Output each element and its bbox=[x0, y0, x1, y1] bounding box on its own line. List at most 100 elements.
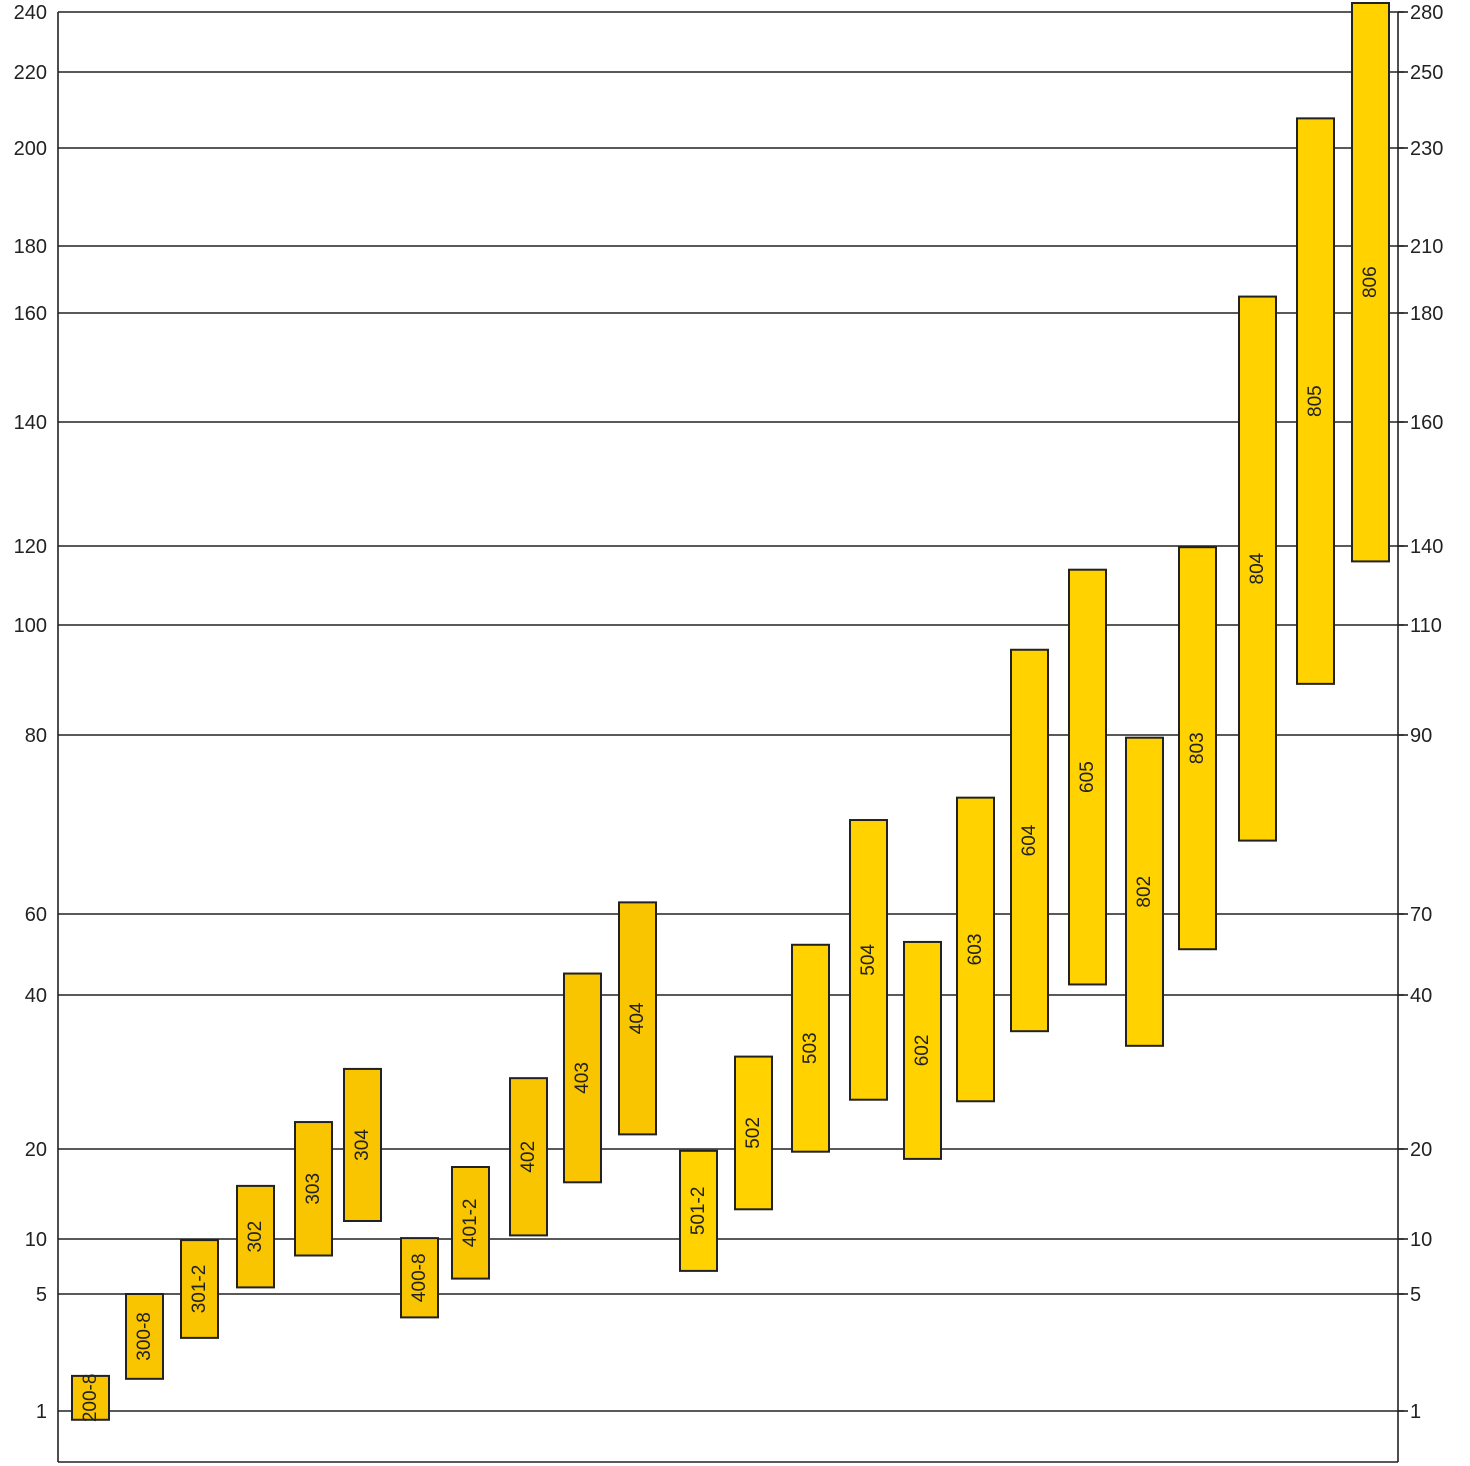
bar-label: 806 bbox=[1360, 266, 1381, 298]
bar-label: 503 bbox=[800, 1032, 821, 1064]
bar-label: 304 bbox=[352, 1129, 373, 1161]
left-tick-label: 240 bbox=[14, 2, 47, 24]
bar-label: 602 bbox=[912, 1035, 933, 1067]
bar-rect bbox=[1296, 117, 1335, 685]
bar-rect bbox=[294, 1121, 333, 1257]
bar-label: 403 bbox=[572, 1062, 593, 1094]
left-axis: 240 220 200 180 160 140 120 100 80 60 40 20 10 5 1 bbox=[14, 2, 47, 1423]
left-tick-label: 40 bbox=[25, 985, 47, 1007]
bar-404: 404 bbox=[618, 901, 657, 1136]
left-tick-label: 5 bbox=[36, 1284, 47, 1306]
bar-502: 502 bbox=[734, 1055, 773, 1211]
bar-602: 602 bbox=[903, 940, 942, 1160]
right-tick-label: 210 bbox=[1410, 236, 1443, 258]
bar-label: 803 bbox=[1187, 732, 1208, 764]
bar-rect bbox=[236, 1184, 275, 1289]
bar-rect bbox=[1125, 736, 1164, 1047]
left-tick-label: 100 bbox=[14, 615, 47, 637]
bar-rect bbox=[125, 1293, 164, 1380]
bar-301-2: 301-2 bbox=[180, 1239, 219, 1339]
bar-label: 804 bbox=[1247, 552, 1268, 584]
left-tick-label: 10 bbox=[25, 1229, 47, 1251]
bar-label: 604 bbox=[1019, 824, 1040, 856]
bar-label: 402 bbox=[518, 1141, 539, 1173]
bar-label: 200-8 bbox=[80, 1374, 101, 1423]
bar-rect bbox=[1068, 568, 1107, 986]
bar-304: 304 bbox=[343, 1067, 382, 1223]
right-axis: 280 250 230 210 180 160 140 110 90 70 40 20 10 5 1 bbox=[1398, 2, 1443, 1423]
left-tick-label: 160 bbox=[14, 303, 47, 325]
bar-300-8: 300-8 bbox=[125, 1293, 164, 1380]
bar-401-2: 401-2 bbox=[451, 1166, 490, 1280]
bar-rect bbox=[509, 1077, 548, 1237]
bar-rect bbox=[1010, 648, 1049, 1033]
bar-200-8: 200-8 bbox=[71, 1374, 110, 1423]
bar-rect bbox=[1238, 295, 1277, 842]
left-tick-label: 80 bbox=[25, 725, 47, 747]
bar-rect bbox=[956, 796, 995, 1103]
bar-rect bbox=[180, 1239, 219, 1339]
bar-rect bbox=[903, 940, 942, 1160]
bar-604: 604 bbox=[1010, 648, 1049, 1033]
left-tick-label: 200 bbox=[14, 138, 47, 160]
grid-lines bbox=[58, 11, 1404, 1412]
bar-504: 504 bbox=[849, 819, 888, 1101]
bar-rect bbox=[791, 943, 830, 1153]
bar-403: 403 bbox=[563, 972, 602, 1184]
bar-302: 302 bbox=[236, 1184, 275, 1289]
bar-804: 804 bbox=[1238, 295, 1277, 842]
bar-label: 404 bbox=[627, 1002, 648, 1034]
bar-rect bbox=[343, 1067, 382, 1223]
bar-rect bbox=[679, 1149, 718, 1272]
left-tick-label: 20 bbox=[25, 1139, 47, 1161]
bar-603: 603 bbox=[956, 796, 995, 1103]
bar-806: 806 bbox=[1351, 2, 1390, 563]
bar-rect bbox=[1351, 2, 1390, 563]
bar-label: 805 bbox=[1305, 385, 1326, 417]
bar-rect bbox=[1178, 546, 1217, 951]
bar-rect bbox=[849, 819, 888, 1101]
left-tick-label: 120 bbox=[14, 536, 47, 558]
right-tick-label: 40 bbox=[1410, 985, 1432, 1007]
right-tick-label: 70 bbox=[1410, 904, 1432, 926]
right-tick-label: 250 bbox=[1410, 62, 1443, 84]
bar-label: 303 bbox=[303, 1173, 324, 1205]
right-tick-label: 140 bbox=[1410, 536, 1443, 558]
bars: 200-8 300-8 301-2 302 303 304 400-8 401-2 402 403… bbox=[71, 2, 1390, 1423]
right-tick-label: 180 bbox=[1410, 303, 1443, 325]
chart-frame bbox=[57, 12, 1399, 1463]
bar-rect bbox=[563, 972, 602, 1184]
left-tick-label: 1 bbox=[36, 1401, 47, 1423]
left-tick-label: 60 bbox=[25, 904, 47, 926]
bar-label: 501-2 bbox=[688, 1187, 709, 1236]
bar-label: 401-2 bbox=[460, 1198, 481, 1247]
bar-label: 605 bbox=[1077, 761, 1098, 793]
left-tick-label: 140 bbox=[14, 412, 47, 434]
left-tick-label: 220 bbox=[14, 62, 47, 84]
right-tick-label: 10 bbox=[1410, 1229, 1432, 1251]
bar-805: 805 bbox=[1296, 117, 1335, 685]
bar-802: 802 bbox=[1125, 736, 1164, 1047]
bar-501-2: 501-2 bbox=[679, 1149, 718, 1272]
bar-rect bbox=[734, 1055, 773, 1211]
bar-label: 603 bbox=[965, 934, 986, 966]
right-tick-label: 280 bbox=[1410, 2, 1443, 24]
left-tick-label: 180 bbox=[14, 236, 47, 258]
right-tick-label: 160 bbox=[1410, 412, 1443, 434]
bar-label: 301-2 bbox=[189, 1265, 210, 1314]
bar-400-8: 400-8 bbox=[400, 1237, 439, 1319]
bar-rect bbox=[400, 1237, 439, 1319]
right-tick-label: 230 bbox=[1410, 138, 1443, 160]
bar-503: 503 bbox=[791, 943, 830, 1153]
right-tick-label: 1 bbox=[1410, 1401, 1421, 1423]
bar-label: 504 bbox=[858, 944, 879, 976]
bar-303: 303 bbox=[294, 1121, 333, 1257]
bar-rect bbox=[71, 1374, 110, 1421]
right-tick-label: 20 bbox=[1410, 1139, 1432, 1161]
right-tick-label: 5 bbox=[1410, 1284, 1421, 1306]
right-tick-label: 110 bbox=[1410, 615, 1442, 637]
bar-label: 300-8 bbox=[134, 1312, 155, 1361]
bar-label: 802 bbox=[1134, 876, 1155, 908]
bar-rect bbox=[618, 901, 657, 1136]
